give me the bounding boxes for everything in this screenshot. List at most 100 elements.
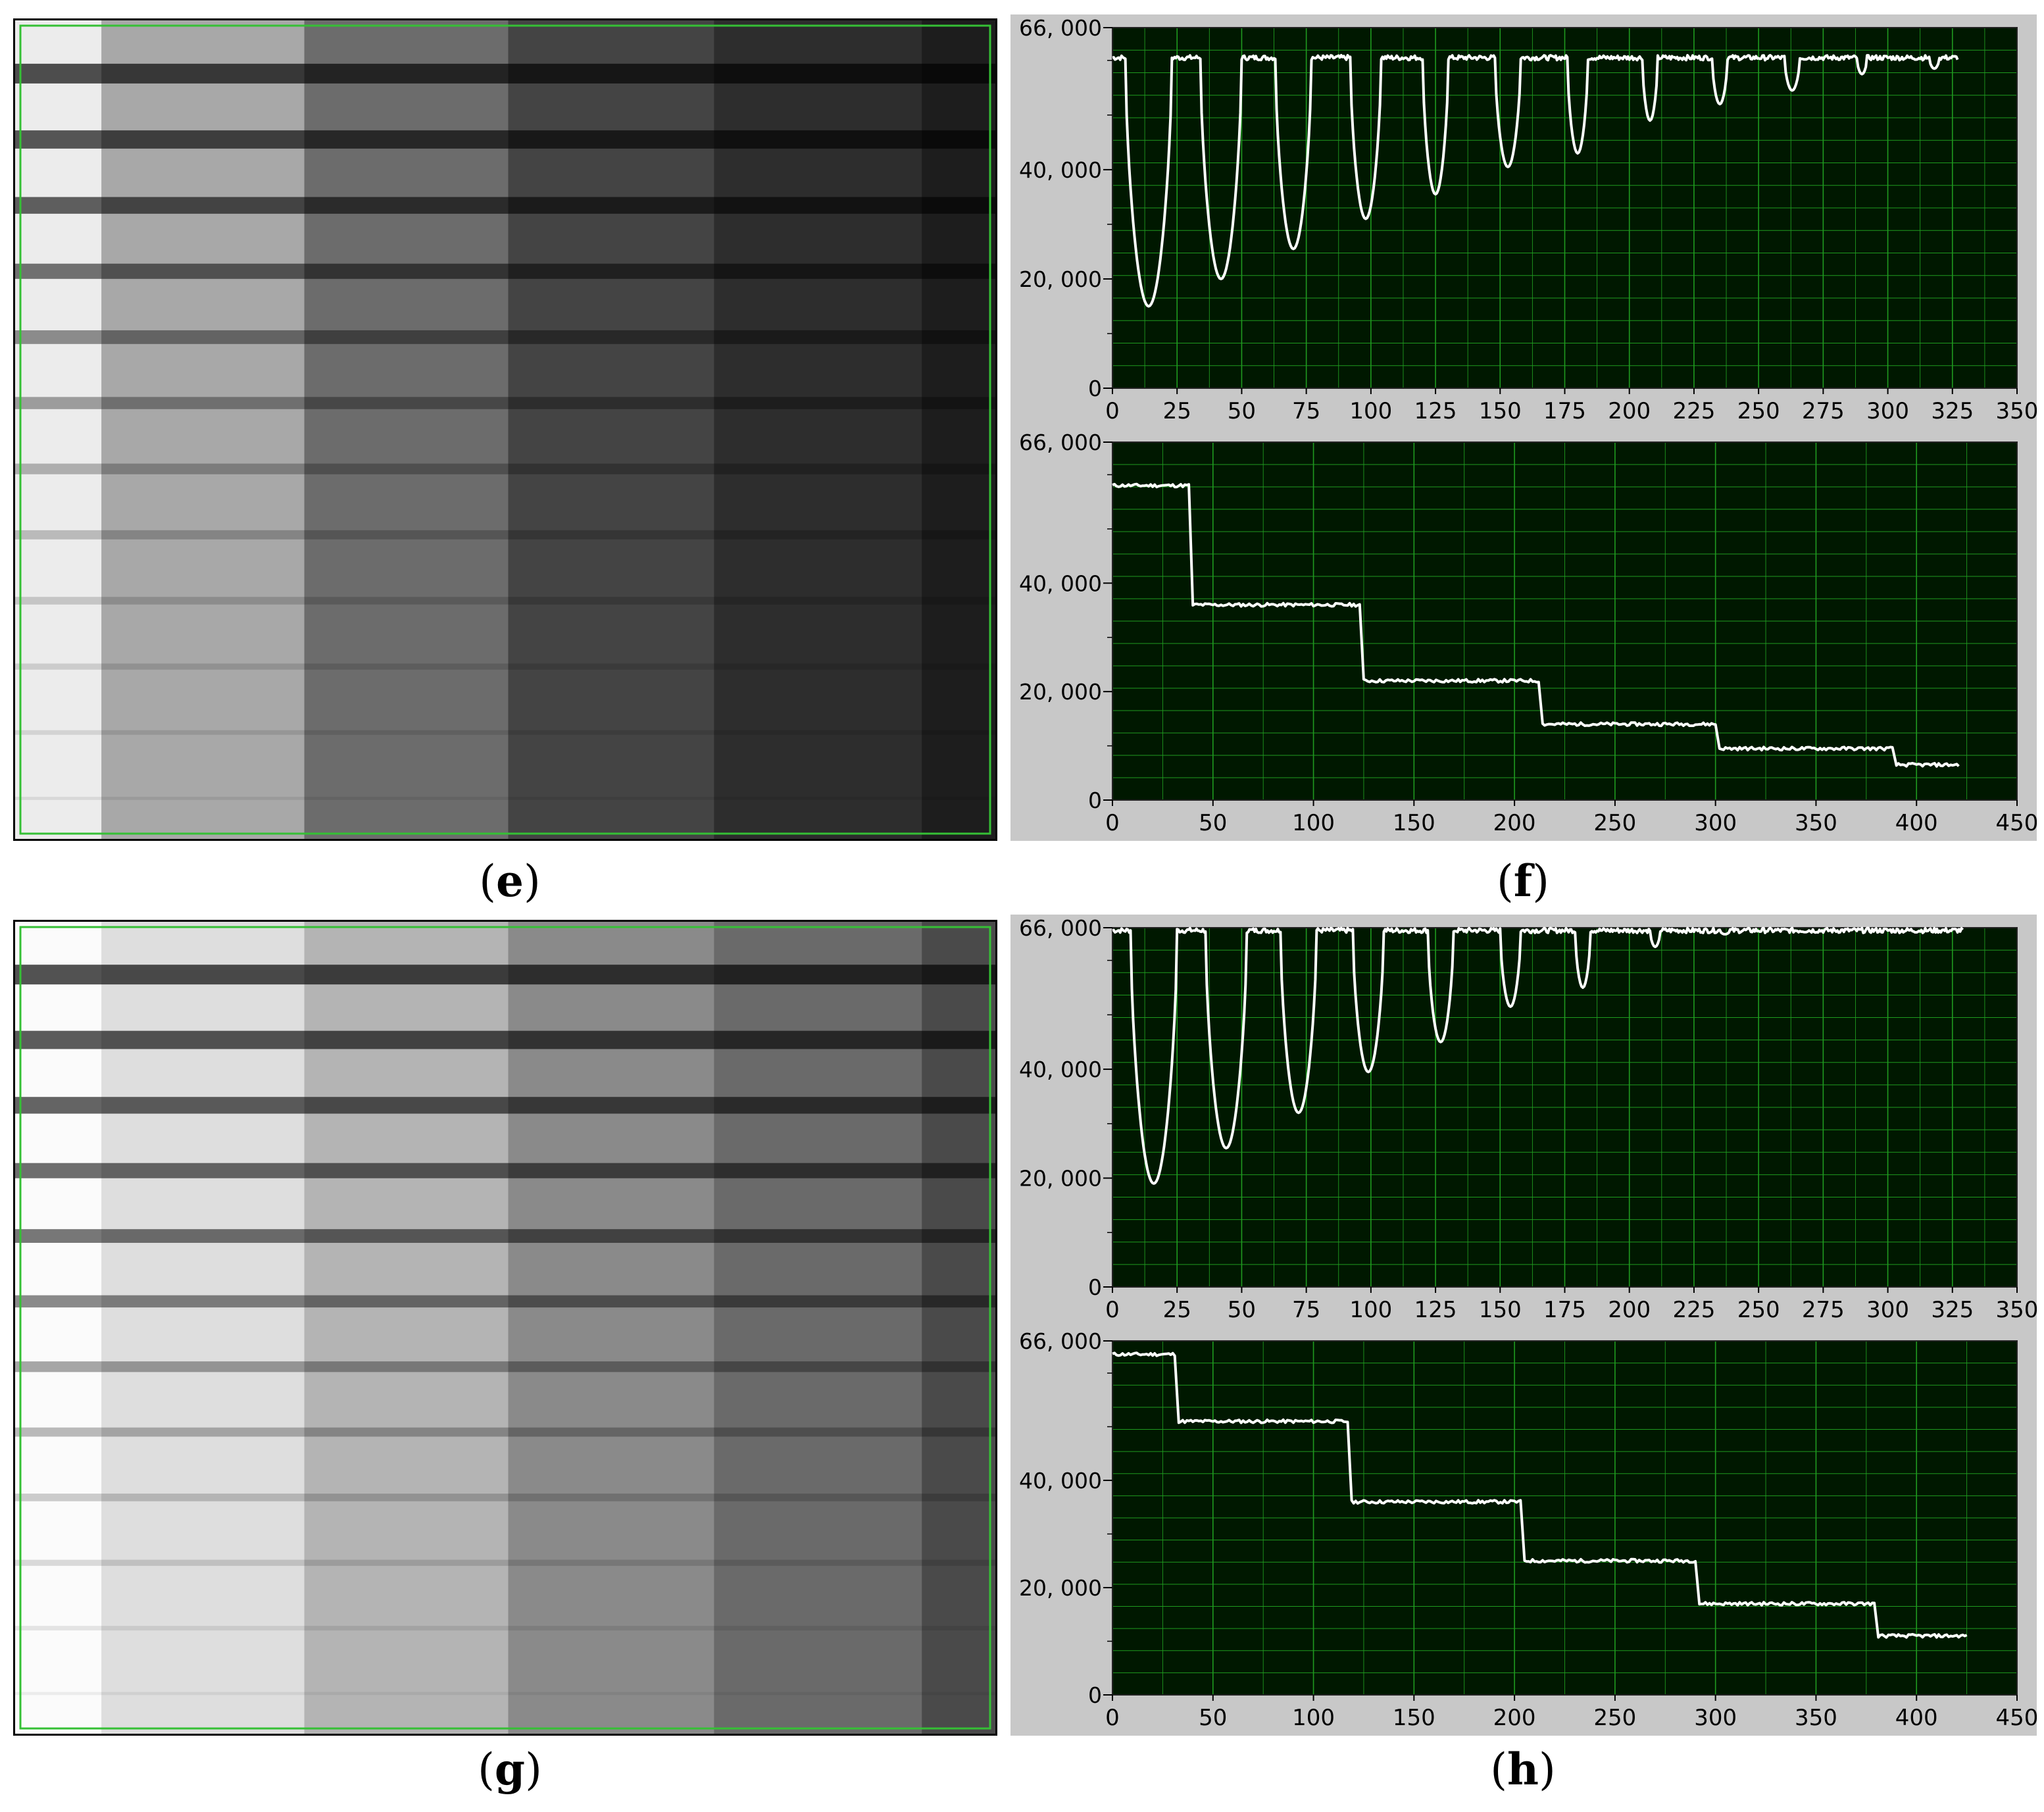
step-4 — [508, 922, 715, 1734]
x-tick-label: 75 — [1292, 1297, 1320, 1323]
panel-label-h: (h) — [1490, 1744, 1556, 1795]
step-6 — [922, 20, 995, 839]
wire-3 — [15, 197, 995, 214]
wire-12 — [15, 797, 995, 800]
x-tick-label: 150 — [1479, 398, 1522, 424]
profile-chart-f-bottom: 0 50 100 150 200 250 300 350 400 450 0 20, 000 40, 0… — [1010, 429, 2037, 841]
x-tick-label: 75 — [1292, 398, 1320, 424]
profile-chart-h-top: 0 25 50 75 100 125 150 175 200 225 250 275 300 325 350… — [1010, 915, 2037, 1328]
x-tick-label: 200 — [1608, 398, 1651, 424]
wire-6 — [15, 397, 995, 409]
x-tick-label: 0 — [1105, 1297, 1120, 1323]
x-tick-label: 250 — [1737, 398, 1780, 424]
x-tick-label: 50 — [1199, 810, 1227, 836]
xray-image-e — [13, 18, 997, 841]
intensity-profile-line — [1112, 482, 1960, 768]
x-tick-label: 100 — [1349, 1297, 1392, 1323]
y-tick-label: 66, 000 — [1019, 430, 1102, 455]
x-tick-label: 25 — [1163, 398, 1191, 424]
xray-image-g-canvas — [15, 922, 995, 1734]
x-tick-label: 0 — [1105, 398, 1120, 424]
x-tick-label: 125 — [1414, 1297, 1457, 1323]
y-tick-label: 20, 000 — [1019, 1166, 1102, 1192]
y-tick-label: 0 — [1088, 376, 1102, 401]
intensity-profile-line — [1112, 926, 1964, 1185]
x-tick-label: 50 — [1199, 1705, 1227, 1731]
x-tick-label: 175 — [1543, 398, 1586, 424]
x-tick-label: 0 — [1105, 1705, 1120, 1731]
x-tick-label: 275 — [1802, 398, 1845, 424]
profile-chart-f-top: 0 25 50 75 100 125 150 175 200 225 250 275 300 325 350… — [1010, 14, 2037, 429]
x-tick-label: 50 — [1228, 398, 1256, 424]
y-tick-label: 40, 000 — [1019, 157, 1102, 183]
wire-2 — [15, 1030, 995, 1049]
profile-panel-h: 0 25 50 75 100 125 150 175 200 225 250 275 300 325 350… — [1010, 915, 2037, 1736]
step-1 — [15, 20, 103, 839]
x-tick-label: 300 — [1694, 810, 1737, 836]
wire-8 — [15, 530, 995, 540]
x-tick-label: 350 — [1795, 1705, 1837, 1731]
x-tick-label: 200 — [1493, 810, 1536, 836]
y-tick-label: 66, 000 — [1019, 915, 1102, 941]
x-tick-label: 200 — [1493, 1705, 1536, 1731]
x-tick-label: 150 — [1393, 1705, 1435, 1731]
wire-11 — [15, 730, 995, 735]
wire-9 — [15, 1494, 995, 1501]
y-tick-label: 20, 000 — [1019, 1575, 1102, 1601]
x-tick-label: 250 — [1737, 1297, 1780, 1323]
wire-5 — [15, 330, 995, 344]
y-tick-label: 0 — [1088, 1682, 1102, 1708]
x-tick-label: 25 — [1163, 1297, 1191, 1323]
wire-10 — [15, 1559, 995, 1566]
x-tick-label: 125 — [1414, 398, 1457, 424]
y-tick-label: 20, 000 — [1019, 679, 1102, 705]
x-tick-label: 400 — [1895, 810, 1938, 836]
step-2 — [101, 20, 305, 839]
wire-8 — [15, 1427, 995, 1437]
step-5 — [714, 20, 923, 839]
wire-1 — [15, 63, 995, 84]
wire-11 — [15, 1626, 995, 1631]
y-tick-label: 0 — [1088, 788, 1102, 813]
plot-border — [1112, 1340, 2018, 1696]
wire-5 — [15, 1229, 995, 1243]
x-tick-label: 300 — [1866, 398, 1909, 424]
intensity-profile-line — [1112, 1351, 1968, 1639]
step-1 — [15, 922, 103, 1734]
wire-7 — [15, 1361, 995, 1372]
x-tick-label: 175 — [1543, 1297, 1586, 1323]
intensity-profile-line — [1112, 54, 1959, 308]
x-tick-label: 350 — [1795, 810, 1837, 836]
x-tick-label: 150 — [1393, 810, 1435, 836]
panel-label-f: (f) — [1497, 855, 1549, 907]
wire-6 — [15, 1295, 995, 1308]
x-tick-label: 150 — [1479, 1297, 1522, 1323]
x-tick-label: 100 — [1292, 810, 1335, 836]
x-tick-label: 100 — [1349, 398, 1392, 424]
y-tick-label: 20, 000 — [1019, 266, 1102, 292]
plot-border — [1112, 441, 2018, 801]
step-3 — [304, 20, 509, 839]
wire-3 — [15, 1097, 995, 1114]
x-tick-label: 300 — [1866, 1297, 1909, 1323]
wire-7 — [15, 463, 995, 474]
x-tick-label: 350 — [1996, 398, 2037, 424]
x-tick-label: 50 — [1228, 1297, 1256, 1323]
x-tick-label: 250 — [1593, 810, 1636, 836]
step-4 — [508, 20, 715, 839]
step-3 — [304, 922, 509, 1734]
wire-10 — [15, 663, 995, 670]
x-tick-label: 350 — [1996, 1297, 2037, 1323]
x-tick-label: 325 — [1931, 398, 1974, 424]
x-tick-label: 225 — [1672, 1297, 1715, 1323]
profile-panel-f: 0 25 50 75 100 125 150 175 200 225 250 275 300 325 350… — [1010, 14, 2037, 841]
x-tick-label: 450 — [1996, 1705, 2037, 1731]
x-tick-label: 0 — [1105, 810, 1120, 836]
wire-12 — [15, 1692, 995, 1696]
wire-4 — [15, 263, 995, 279]
y-tick-label: 40, 000 — [1019, 1057, 1102, 1082]
x-tick-label: 300 — [1694, 1705, 1737, 1731]
x-tick-label: 225 — [1672, 398, 1715, 424]
roi-rectangle — [19, 24, 991, 835]
step-5 — [714, 922, 923, 1734]
